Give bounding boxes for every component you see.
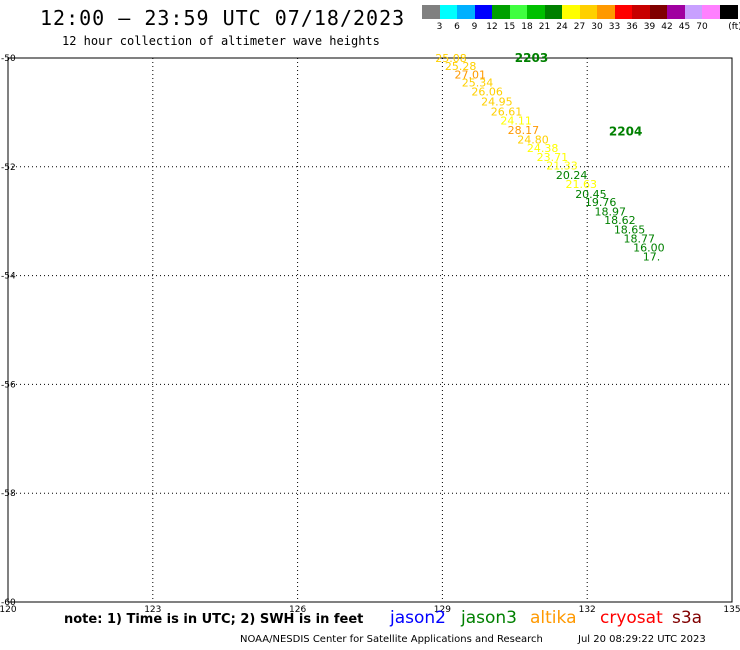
scale-swatch bbox=[544, 5, 563, 19]
wave-height-label: 24.11 bbox=[500, 115, 532, 128]
scale-swatch bbox=[439, 5, 458, 19]
scale-unit: (ft) bbox=[728, 22, 740, 32]
wave-height-label: 19.76 bbox=[585, 196, 617, 209]
scale-swatch bbox=[457, 5, 475, 19]
scale-swatch bbox=[719, 5, 738, 19]
wave-height-label: 24.95 bbox=[481, 96, 512, 109]
scale-label: 42 bbox=[661, 22, 673, 32]
pass-label: 2204 bbox=[609, 124, 642, 138]
wave-height-label: 21.33 bbox=[546, 160, 578, 173]
wave-height-label: 18.62 bbox=[604, 214, 636, 227]
page-subtitle: 12 hour collection of altimeter wave hei… bbox=[62, 34, 380, 48]
scale-swatch bbox=[649, 5, 668, 19]
wave-height-label: 24.38 bbox=[527, 142, 559, 155]
wave-height-label: 27.01 bbox=[455, 68, 487, 81]
wave-height-label: 18.65 bbox=[614, 223, 646, 236]
footnote: note: 1) Time is in UTC; 2) SWH is in fe… bbox=[64, 612, 364, 627]
satellite-label-jason3: jason3 bbox=[461, 608, 517, 628]
wave-height-label: 25.08 bbox=[435, 52, 467, 65]
scale-label: 45 bbox=[678, 22, 691, 32]
wave-height-label: 18.97 bbox=[595, 205, 627, 218]
wave-height-label: 26.61 bbox=[491, 105, 523, 118]
satellite-label-s3a: s3a bbox=[672, 608, 703, 628]
wave-height-label: 18.77 bbox=[623, 233, 655, 246]
lat-tick-label: -50 bbox=[1, 54, 16, 64]
scale-label: 36 bbox=[626, 22, 638, 32]
scale-label: 3 bbox=[436, 22, 443, 32]
lon-tick-label: 135 bbox=[723, 605, 740, 615]
scale-label: 70 bbox=[696, 22, 708, 32]
lon-tick-label: 120 bbox=[0, 605, 17, 615]
map-frame bbox=[7, 57, 733, 603]
lon-tick-label: 123 bbox=[144, 605, 161, 615]
scale-swatch bbox=[579, 5, 598, 19]
scale-label: 24 bbox=[556, 22, 568, 32]
scale-label: 18 bbox=[521, 22, 533, 32]
scale-swatch bbox=[667, 5, 685, 19]
lat-tick-label: -58 bbox=[1, 489, 16, 499]
wave-height-label: 17. bbox=[643, 251, 661, 264]
scale-label: 6 bbox=[454, 22, 460, 32]
wave-height-label: 20.45 bbox=[575, 188, 607, 201]
lat-tick-label: -60 bbox=[1, 598, 16, 608]
scale-swatch bbox=[702, 5, 720, 19]
scale-swatch bbox=[509, 5, 528, 19]
wave-height-label: 25.34 bbox=[462, 76, 494, 89]
wave-height-label: 20.24 bbox=[556, 169, 588, 182]
page-title: 12:00 — 23:59 UTC 07/18/2023 bbox=[40, 6, 406, 30]
scale-label: 27 bbox=[573, 22, 586, 32]
satellite-label-cryosat: cryosat bbox=[600, 608, 663, 628]
generated-timestamp: Jul 20 08:29:22 UTC 2023 bbox=[578, 634, 706, 645]
scale-swatch bbox=[614, 5, 633, 19]
wave-height-label: 21.63 bbox=[566, 178, 598, 191]
scale-swatch bbox=[597, 5, 615, 19]
scale-label: 9 bbox=[471, 22, 478, 32]
wave-height-label: 23.71 bbox=[537, 151, 569, 164]
scale-label: 39 bbox=[643, 22, 656, 32]
scale-swatch bbox=[562, 5, 580, 19]
scale-label: 15 bbox=[503, 22, 516, 32]
lat-tick-label: -56 bbox=[1, 380, 16, 390]
scale-label: 12 bbox=[486, 22, 498, 32]
lon-tick-label: 132 bbox=[579, 605, 596, 615]
wave-height-label: 24.80 bbox=[517, 134, 549, 147]
credit-line: NOAA/NESDIS Center for Satellite Applica… bbox=[240, 634, 543, 645]
scale-label: 21 bbox=[538, 22, 551, 32]
pass-label: 2203 bbox=[515, 51, 548, 65]
lon-tick-label: 126 bbox=[289, 605, 306, 615]
wave-height-label: 25.28 bbox=[445, 60, 477, 73]
lon-tick-label: 129 bbox=[434, 605, 451, 615]
wave-height-label: 26.06 bbox=[471, 86, 503, 99]
scale-swatch bbox=[492, 5, 510, 19]
scale-swatch bbox=[632, 5, 650, 19]
scale-label: 30 bbox=[591, 22, 603, 32]
lat-tick-label: -52 bbox=[1, 163, 16, 173]
scale-swatch bbox=[684, 5, 703, 19]
scale-swatch bbox=[474, 5, 493, 19]
wave-height-label: 28.17 bbox=[508, 124, 540, 137]
satellite-label-jason2: jason2 bbox=[390, 608, 446, 628]
scale-label: 33 bbox=[608, 22, 621, 32]
wave-height-label: 16.00 bbox=[633, 241, 665, 254]
lat-tick-label: -54 bbox=[1, 272, 16, 282]
scale-swatch bbox=[422, 5, 440, 19]
scale-swatch bbox=[527, 5, 545, 19]
satellite-label-altika: altika bbox=[530, 608, 577, 628]
